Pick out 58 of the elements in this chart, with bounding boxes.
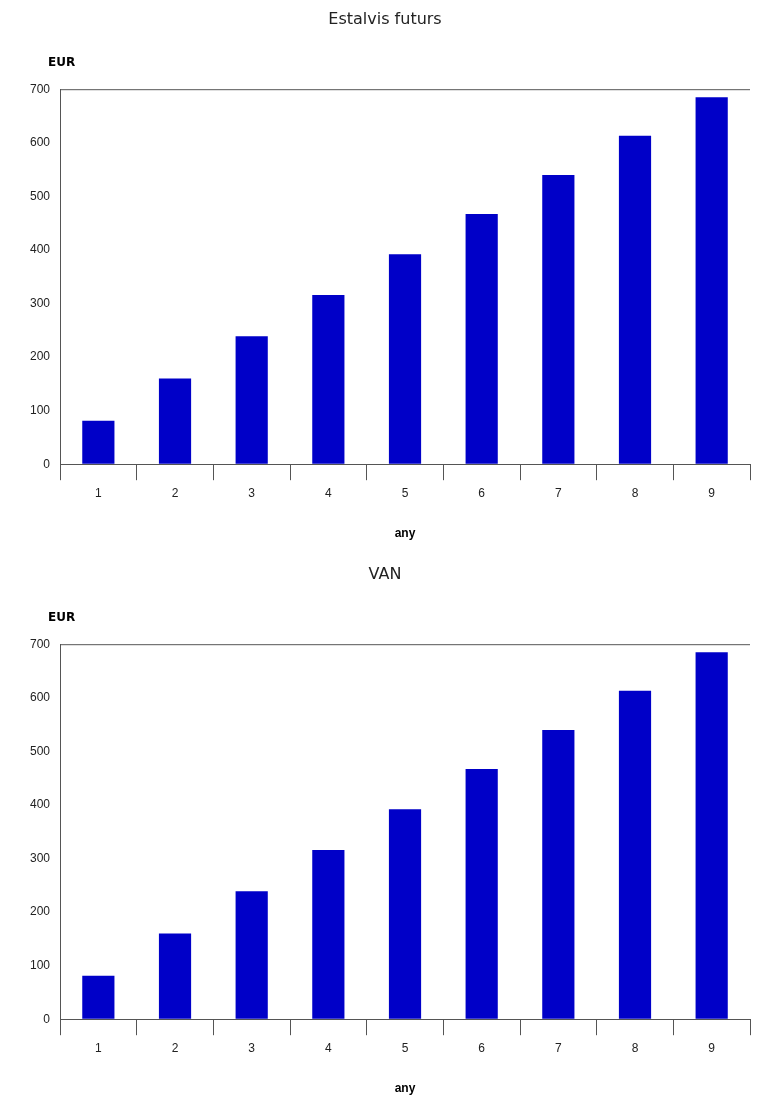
y-tick-label: 200: [29, 349, 51, 364]
y-tick-label: 500: [29, 188, 51, 203]
x-tick-label: 8: [631, 1040, 639, 1055]
chart-title: Estalvis futurs: [328, 8, 442, 28]
x-tick-label: 4: [325, 1040, 332, 1055]
y-tick-label: 100: [29, 957, 51, 972]
bar: [82, 420, 115, 464]
bar: [695, 652, 728, 1019]
bar: [312, 849, 345, 1019]
x-axis-title: any: [394, 1081, 416, 1096]
y-tick-label: 300: [29, 850, 51, 865]
bar: [388, 809, 422, 1019]
bar: [542, 174, 575, 464]
bar: [235, 891, 268, 1019]
y-tick-label: 200: [29, 904, 51, 919]
x-tick-label: 3: [248, 485, 256, 500]
bar: [158, 933, 192, 1019]
x-tick-label: 5: [401, 1040, 409, 1055]
x-tick-label: 9: [708, 485, 716, 500]
y-tick-label: 600: [29, 135, 51, 150]
y-tick-label: 0: [43, 1011, 51, 1026]
bar: [82, 975, 115, 1019]
y-tick-label: 400: [29, 797, 51, 812]
x-tick-label: 9: [708, 1040, 716, 1055]
y-tick-label: 300: [29, 295, 51, 310]
x-tick-label: 6: [478, 1040, 486, 1055]
x-tick-label: 5: [401, 485, 409, 500]
chart-title: VAN: [368, 563, 402, 583]
y-tick-label: 0: [43, 456, 51, 471]
y-tick-label: 100: [29, 402, 51, 417]
x-tick-label: 7: [555, 1040, 562, 1055]
y-axis-title: EUR: [48, 610, 76, 625]
y-tick-label: 400: [29, 242, 51, 257]
x-axis-title: any: [394, 526, 416, 541]
x-tick-label: 6: [478, 485, 486, 500]
y-tick-label: 700: [29, 81, 51, 96]
x-tick-label: 7: [555, 485, 562, 500]
bar: [312, 294, 345, 464]
bar: [695, 97, 728, 464]
x-tick-label: 4: [325, 485, 332, 500]
x-tick-label: 1: [95, 1040, 103, 1055]
bar: [542, 729, 575, 1019]
x-tick-label: 8: [631, 485, 639, 500]
bar: [618, 690, 652, 1019]
y-tick-label: 600: [29, 690, 51, 705]
x-tick-label: 2: [171, 1040, 179, 1055]
x-tick-label: 2: [171, 485, 179, 500]
bar: [388, 254, 422, 464]
bar: [618, 135, 652, 464]
bar: [465, 769, 498, 1019]
bar: [158, 378, 192, 464]
y-axis-title: EUR: [48, 55, 76, 70]
bar: [235, 336, 268, 464]
x-tick-label: 1: [95, 485, 103, 500]
bar: [465, 214, 498, 464]
y-tick-label: 500: [29, 743, 51, 758]
y-tick-label: 700: [29, 636, 51, 651]
x-tick-label: 3: [248, 1040, 256, 1055]
